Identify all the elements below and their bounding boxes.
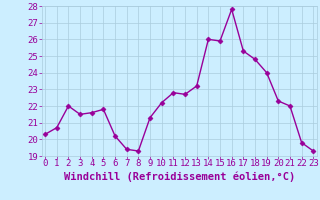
X-axis label: Windchill (Refroidissement éolien,°C): Windchill (Refroidissement éolien,°C) [64, 171, 295, 182]
